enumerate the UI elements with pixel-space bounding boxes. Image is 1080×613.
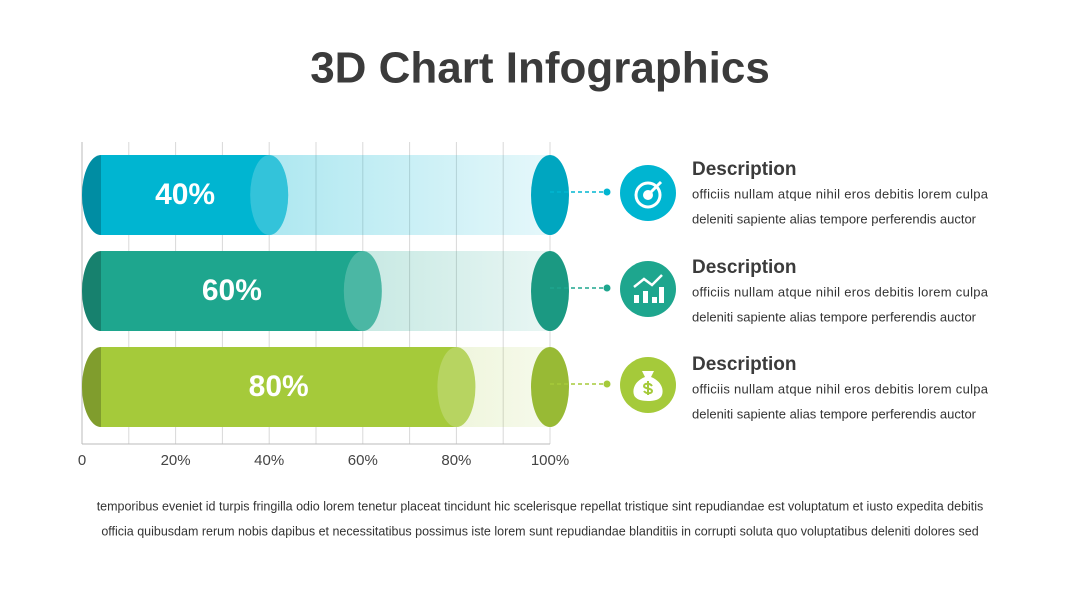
x-tick-label: 60% [348,452,378,469]
connector-dot [603,380,611,388]
chart-title: 3D Chart Infographics [310,44,770,93]
bar-end-highlight [250,155,289,235]
bar-track-cap [531,347,569,427]
icon-circle [620,261,676,317]
description-line: deleniti sapiente alias tempore perferen… [692,406,977,421]
bar [101,347,457,427]
bar-end-cap [343,251,382,331]
description-line: officiis nullam atque nihil eros debitis… [692,381,989,396]
footer-line: officia quibusdam rerum nobis dapibus et… [101,524,978,538]
bar [101,251,363,331]
description-line: officiis nullam atque nihil eros debitis… [692,284,989,299]
description-title: Description [692,354,797,375]
x-tick-label: 100% [531,452,569,469]
bar [101,155,270,235]
connector-dot [603,188,611,196]
bar-end-cap [437,347,476,427]
icon [633,274,663,288]
value-label: 60% [202,274,262,307]
bar-track-cap-shade [531,155,569,235]
bar-track-cap [531,155,569,235]
bar-track-cap-shade [531,347,569,427]
bar-end-highlight [343,251,382,331]
icon [634,287,664,303]
footer-line: temporibus eveniet id turpis fringilla o… [97,499,984,513]
connector-dot [603,284,611,292]
bar-track-cap [531,251,569,331]
bar-track-cap-shade [531,251,569,331]
value-label: 80% [249,370,309,403]
value-label: 40% [155,178,215,211]
x-tick-label: 80% [441,452,471,469]
bar-end-cap [250,155,289,235]
icon [634,181,662,209]
description-line: officiis nullam atque nihil eros debitis… [692,186,989,201]
x-tick-label: 40% [254,452,284,469]
description-line: deleniti sapiente alias tempore perferen… [692,211,977,226]
description-title: Description [692,257,797,278]
icon [642,381,654,395]
description-title: Description [692,159,797,180]
description-line: deleniti sapiente alias tempore perferen… [692,309,977,324]
x-tick-label: 20% [161,452,191,469]
icon [646,180,663,197]
x-tick-label: 0 [78,452,86,469]
bar-end-highlight [437,347,476,427]
